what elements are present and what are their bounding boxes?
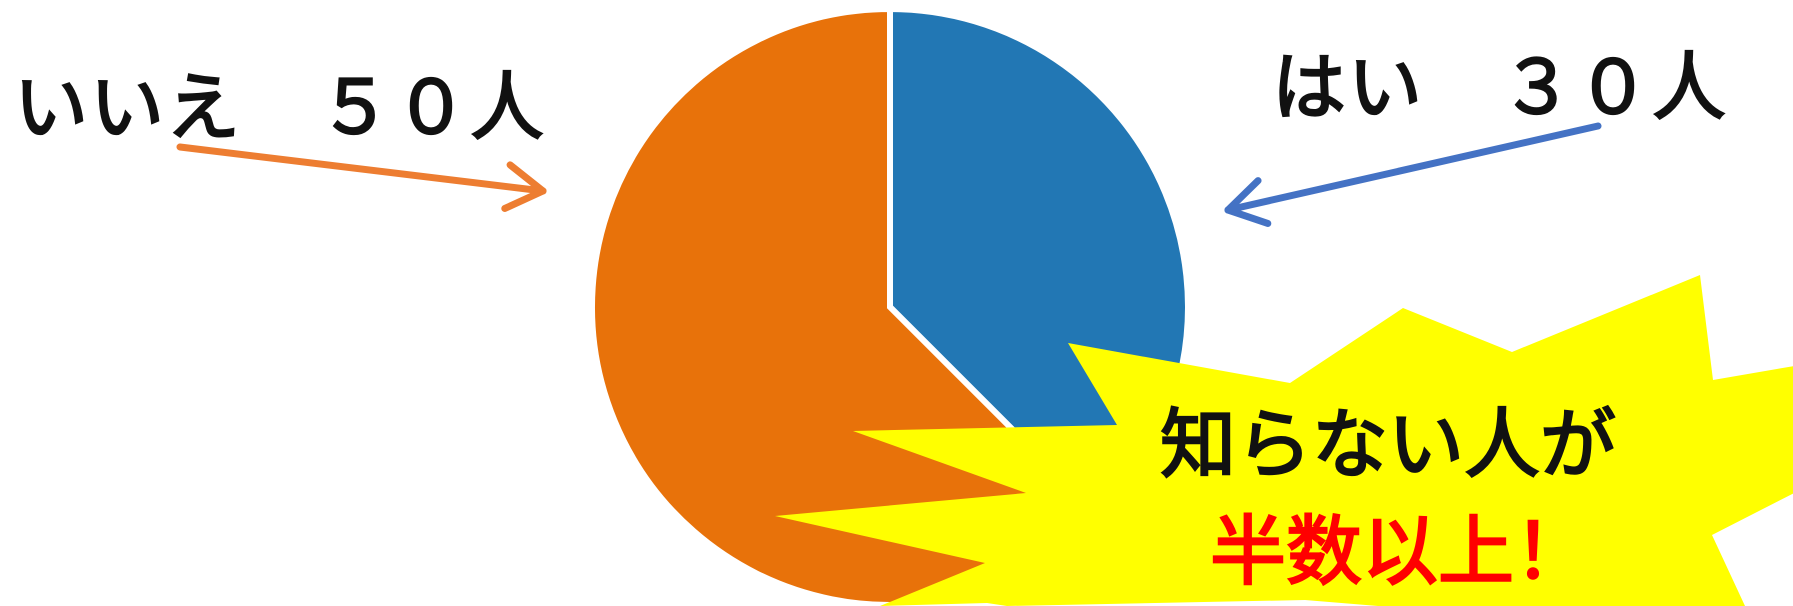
label-yes: はい ３０人 <box>1272 45 1728 131</box>
arrow-yes <box>1224 122 1602 227</box>
callout-burst <box>775 275 1793 606</box>
label-no: いいえ ５０人 <box>14 65 546 151</box>
arrow-no <box>176 143 547 212</box>
callout-line1: 知らない人が <box>1160 400 1616 489</box>
callout-line2: 半数以上！ <box>1210 507 1590 596</box>
